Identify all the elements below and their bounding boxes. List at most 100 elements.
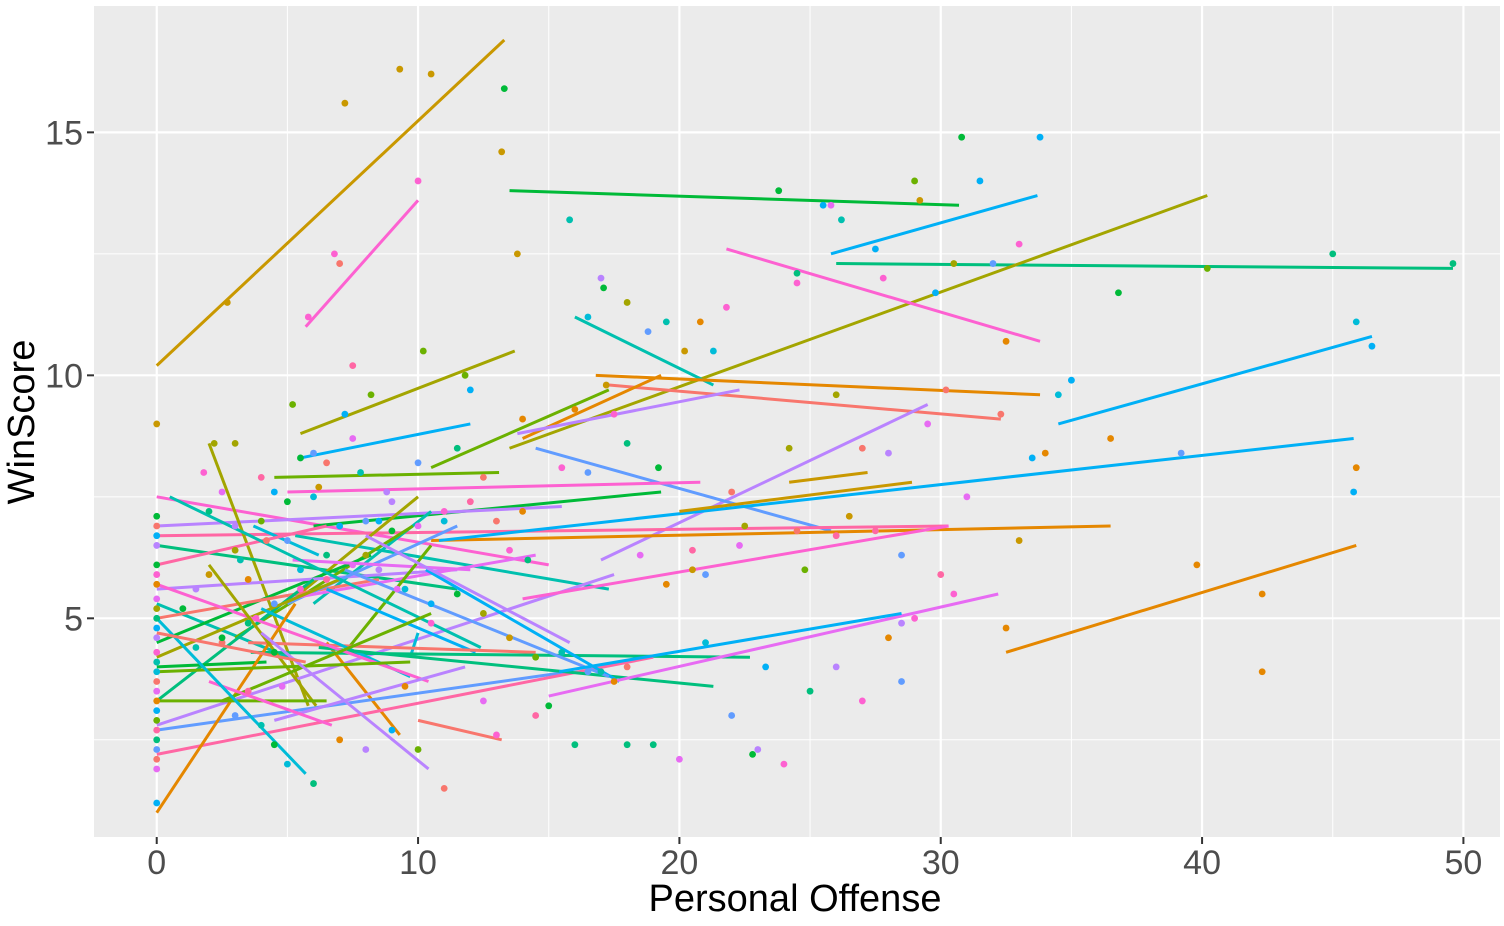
data-point: [566, 216, 574, 224]
data-point: [244, 619, 252, 627]
data-point: [545, 702, 553, 710]
data-point: [153, 716, 161, 724]
data-point: [532, 653, 540, 661]
data-point: [153, 668, 161, 676]
fit-line: [438, 437, 1354, 543]
data-point: [153, 799, 161, 807]
data-point: [493, 731, 500, 739]
data-point: [236, 556, 244, 564]
data-point: [911, 177, 919, 185]
fit-line: [156, 582, 430, 683]
data-point: [244, 687, 252, 695]
data-point: [401, 585, 409, 593]
data-point: [662, 318, 670, 326]
data-point: [963, 493, 971, 501]
data-point: [153, 707, 161, 715]
data-point: [153, 755, 161, 763]
fit-line: [287, 480, 701, 494]
x-tick-label: 10: [399, 844, 437, 882]
x-tick-label: 30: [922, 844, 960, 882]
data-point: [153, 678, 161, 685]
data-point: [427, 619, 435, 627]
data-point: [341, 99, 349, 107]
data-point: [479, 473, 487, 481]
data-point: [801, 566, 809, 574]
data-point: [689, 546, 696, 554]
data-point: [1041, 449, 1049, 457]
fit-line: [318, 645, 714, 688]
data-point: [793, 527, 801, 535]
data-point: [689, 566, 696, 574]
fit-line: [558, 611, 902, 674]
data-point: [414, 459, 422, 467]
data-point: [310, 493, 317, 501]
data-point: [827, 201, 835, 209]
data-point: [419, 347, 427, 355]
fit-line: [1057, 335, 1373, 426]
data-point: [584, 668, 592, 676]
data-point: [310, 780, 317, 787]
data-point: [1054, 391, 1062, 399]
data-point: [1258, 590, 1266, 598]
data-point: [1203, 265, 1211, 272]
data-point: [838, 216, 845, 224]
data-point: [989, 260, 997, 267]
data-point: [728, 488, 736, 496]
data-point: [728, 712, 736, 719]
data-point: [958, 133, 966, 141]
data-point: [297, 566, 304, 574]
data-point: [153, 687, 161, 695]
y-tick-label: 10: [45, 357, 83, 395]
data-point: [623, 299, 631, 306]
data-point: [414, 522, 422, 530]
data-point: [1028, 454, 1036, 462]
fit-line: [431, 524, 1111, 543]
fit-line: [300, 422, 471, 460]
data-point: [558, 648, 566, 656]
x-tick-label: 20: [660, 844, 698, 882]
y-tick-label: 15: [45, 114, 83, 152]
data-point: [819, 201, 827, 209]
data-point: [1036, 133, 1044, 141]
data-point: [832, 663, 840, 671]
data-point: [858, 444, 866, 452]
data-point: [341, 410, 349, 418]
fit-line: [788, 471, 868, 484]
data-point: [315, 483, 323, 491]
data-point: [283, 537, 291, 544]
data-point: [153, 658, 161, 666]
data-point: [396, 65, 404, 73]
data-point: [898, 551, 905, 559]
major-gridlines: [94, 6, 1500, 837]
fit-line: [600, 403, 929, 562]
fit-line: [155, 602, 297, 814]
x-axis: 0 10 20 30 40 50: [147, 837, 1482, 882]
data-point: [231, 439, 239, 447]
data-point: [401, 682, 409, 690]
fit-line: [509, 189, 960, 207]
data-point: [357, 469, 364, 476]
data-point: [223, 299, 231, 306]
data-point: [519, 415, 526, 423]
fit-line: [299, 349, 516, 436]
data-point: [297, 585, 304, 593]
fit-line: [294, 534, 610, 591]
data-point: [950, 260, 958, 267]
data-point: [270, 648, 278, 656]
data-point: [323, 551, 330, 559]
data-point: [524, 556, 532, 564]
fit-line: [273, 665, 466, 722]
fit-line: [830, 194, 1038, 256]
data-point: [479, 610, 487, 617]
data-point: [336, 736, 344, 744]
data-point: [153, 512, 161, 520]
fit-line: [156, 660, 267, 669]
data-point: [153, 522, 161, 530]
data-point: [231, 712, 239, 719]
fit-line: [221, 612, 432, 703]
data-point: [231, 546, 239, 554]
fit-line: [430, 388, 610, 470]
fit-line: [726, 247, 1041, 343]
data-point: [461, 371, 469, 379]
